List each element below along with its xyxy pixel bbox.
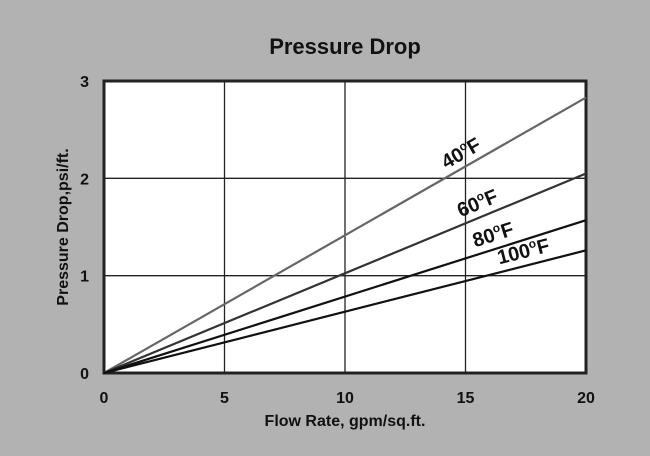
y-axis-label: Pressure Drop,psi/ft.	[55, 148, 72, 305]
x-tick-label: 10	[336, 390, 354, 407]
chart-title: Pressure Drop	[269, 34, 421, 59]
x-tick-label: 15	[457, 390, 475, 407]
series-line-40F	[103, 96, 587, 374]
x-axis-label: Flow Rate, gpm/sq.ft.	[265, 413, 426, 430]
y-tick-label: 0	[80, 366, 89, 383]
y-tick-label: 2	[80, 171, 89, 188]
y-tick-label: 3	[80, 74, 89, 91]
series-line-60F	[103, 172, 587, 375]
x-tick-label: 20	[577, 390, 595, 407]
series-line-80F	[103, 219, 587, 375]
series-line-100F	[103, 249, 587, 375]
series-label-80F: 80oF	[469, 217, 516, 253]
x-tick-label: 5	[220, 390, 229, 407]
y-tick-label: 1	[80, 269, 89, 286]
x-tick-label: 0	[100, 390, 109, 407]
